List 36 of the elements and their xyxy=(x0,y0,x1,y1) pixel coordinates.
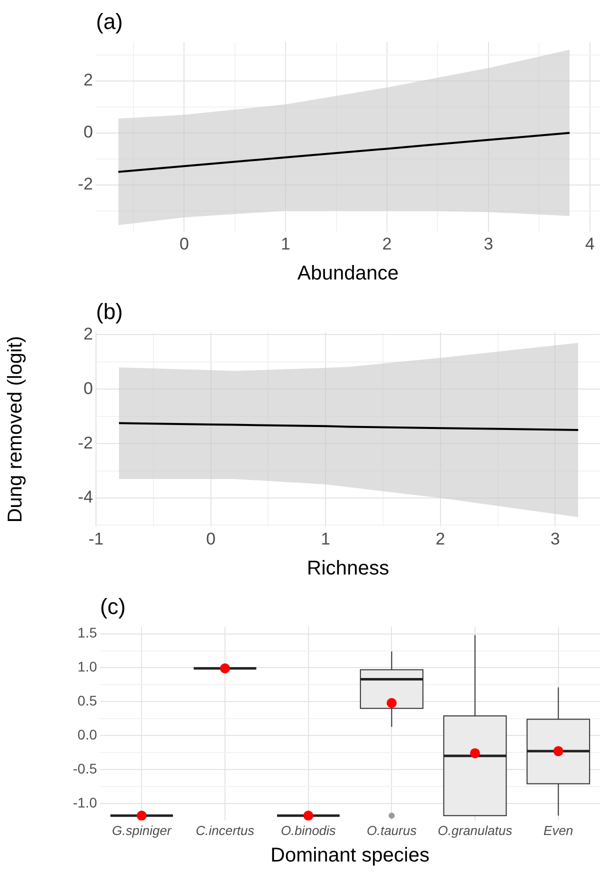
x-tick-label: C.incertus xyxy=(196,822,255,838)
chart-title: (a) xyxy=(96,9,123,34)
x-tick-label: 3 xyxy=(484,234,494,254)
y-tick-label: -2 xyxy=(78,433,93,452)
x-tick-label: 1 xyxy=(280,234,290,254)
x-axis-title: Dominant species xyxy=(270,844,430,867)
y-tick-label: 1.5 xyxy=(78,624,98,641)
x-tick-label: 2 xyxy=(436,529,446,548)
x-tick-label: 0 xyxy=(206,529,216,548)
y-tick-label: 0 xyxy=(84,378,93,398)
x-tick-label: -1 xyxy=(88,529,104,548)
y-axis-title: Dung removed (logit) xyxy=(4,336,27,523)
x-tick-label: 1 xyxy=(320,529,330,548)
x-tick-label: 3 xyxy=(550,529,560,548)
y-tick-label: 2 xyxy=(84,70,93,90)
x-axis-title: Richness xyxy=(306,558,390,580)
y-tick-label: -1.0 xyxy=(72,794,98,810)
y-tick-label: 2 xyxy=(84,324,93,344)
x-tick-label: O.granulatus xyxy=(438,822,513,838)
x-tick-label: O.binodis xyxy=(280,822,336,838)
y-tick-label: 0 xyxy=(84,122,93,142)
y-tick-label: 0.0 xyxy=(78,726,98,742)
chart-title: (b) xyxy=(96,299,123,324)
y-tick-label: 1.0 xyxy=(78,658,98,675)
y-tick-label: 0.5 xyxy=(78,692,98,709)
chart-title: (c) xyxy=(100,594,126,620)
x-tick-label: 0 xyxy=(179,234,189,254)
y-tick-label: -4 xyxy=(78,488,93,507)
x-axis-title: Abundance xyxy=(297,262,399,285)
x-tick-label: 4 xyxy=(585,234,595,254)
x-tick-label: Even xyxy=(544,822,574,838)
x-tick-label: O.taurus xyxy=(366,822,418,838)
x-tick-label: G.spiniger xyxy=(112,822,172,838)
x-tick-label: 2 xyxy=(382,234,392,254)
y-tick-label: -2 xyxy=(78,174,93,194)
y-tick-label: -0.5 xyxy=(72,760,98,776)
